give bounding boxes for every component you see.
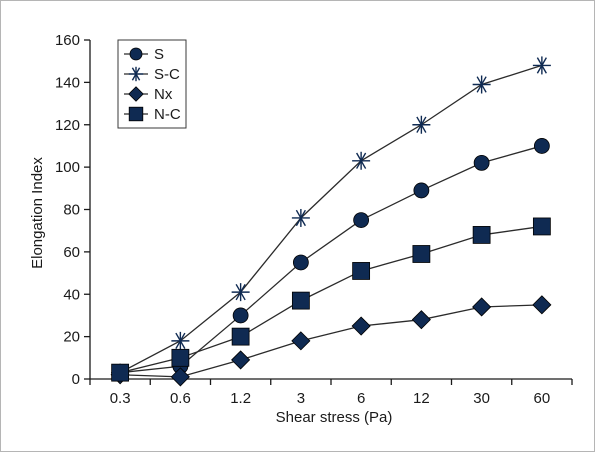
- data-point-s-c: [291, 208, 310, 227]
- data-point-s: [353, 212, 370, 228]
- series-line-s-c: [119, 64, 543, 374]
- data-point-s: [473, 154, 490, 171]
- y-tick-label: 20: [63, 329, 80, 346]
- x-axis-label: Shear stress (Pa): [276, 409, 393, 426]
- data-point-s-c: [532, 56, 551, 75]
- data-point-s-c: [412, 115, 431, 134]
- y-tick-label: 60: [63, 244, 80, 261]
- y-tick-label: 160: [55, 32, 80, 49]
- series-line-nx: [120, 304, 542, 378]
- x-tick-label: 60: [534, 390, 551, 407]
- legend-label: Nx: [154, 86, 173, 103]
- y-tick-label: 140: [55, 74, 80, 91]
- data-point-s-c: [171, 331, 190, 350]
- data-point-n-c: [472, 226, 491, 244]
- y-axis-label: Elongation Index: [29, 157, 46, 269]
- series-n-c: [111, 217, 551, 382]
- data-point-nx: [411, 310, 431, 330]
- legend-label: N-C: [154, 106, 181, 123]
- x-tick-label: 0.3: [110, 390, 131, 407]
- x-tick-label: 30: [473, 390, 490, 407]
- square-icon: [128, 106, 144, 122]
- series-line-s: [120, 145, 543, 374]
- x-tick-label: 12: [413, 390, 430, 407]
- data-point-nx: [291, 331, 311, 351]
- data-point-s: [533, 138, 550, 154]
- data-point-nx: [472, 297, 492, 317]
- data-point-s: [292, 254, 309, 271]
- data-point-n-c: [532, 217, 551, 236]
- data-point-nx: [351, 316, 371, 336]
- asterisk-icon: [128, 66, 144, 82]
- legend: S S-C Nx N-C: [117, 39, 187, 129]
- data-point-n-c: [111, 363, 130, 382]
- x-tick-label: 1.2: [230, 390, 251, 407]
- x-tick-label: 0.6: [170, 390, 191, 407]
- data-point-n-c: [352, 262, 371, 280]
- legend-item-s: S: [124, 46, 164, 63]
- data-point-nx: [532, 295, 552, 315]
- diamond-icon: [128, 86, 144, 102]
- data-point-s-c: [352, 151, 371, 170]
- x-tick-label: 6: [357, 390, 365, 407]
- data-point-n-c: [171, 348, 190, 367]
- y-tick-label: 80: [63, 202, 80, 219]
- series-layer: [110, 56, 552, 387]
- circle-icon: [129, 47, 143, 61]
- legend-item-s-c: S-C: [124, 66, 180, 83]
- data-point-n-c: [291, 291, 310, 310]
- y-tick-label: 120: [55, 117, 80, 134]
- y-tick-label: 0: [72, 371, 80, 388]
- legend-item-nx: Nx: [124, 86, 173, 103]
- legend-item-n-c: N-C: [124, 106, 181, 123]
- data-point-n-c: [412, 245, 431, 263]
- data-point-s-c: [231, 283, 250, 302]
- data-point-nx: [231, 350, 251, 370]
- axes: 0 20 40 60 80 100 120 140 160 0.3 0.6 1.2 3 6 12 30 60: [55, 32, 573, 407]
- y-tick-label: 100: [55, 159, 80, 176]
- legend-label: S: [154, 46, 164, 63]
- data-point-s-c: [472, 75, 491, 94]
- data-point-s: [413, 182, 430, 199]
- y-tick-label: 40: [63, 286, 80, 303]
- data-point-nx: [170, 367, 190, 387]
- data-point-s: [232, 307, 249, 324]
- series-line-n-c: [119, 225, 542, 374]
- data-point-n-c: [231, 327, 250, 346]
- x-tick-label: 3: [297, 390, 305, 407]
- legend-label: S-C: [154, 66, 180, 83]
